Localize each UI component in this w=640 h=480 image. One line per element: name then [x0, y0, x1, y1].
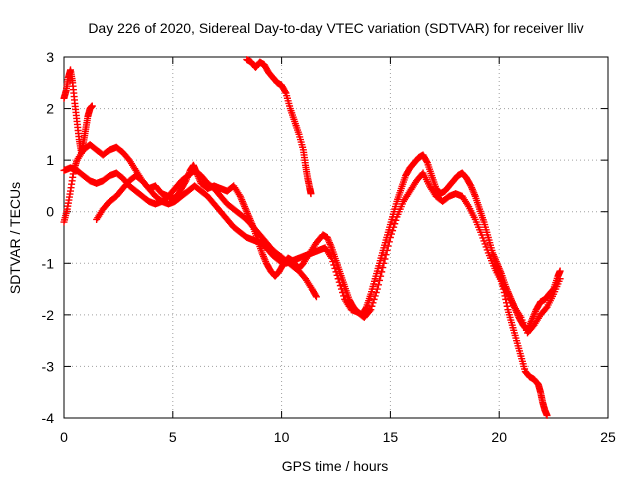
data-point-fill — [376, 276, 384, 284]
y-tick-label: -1 — [42, 255, 55, 271]
data-point-fill — [423, 157, 431, 165]
data-point-fill — [379, 264, 387, 272]
data-point-fill — [368, 302, 376, 310]
plot-area — [60, 56, 609, 419]
y-tick-label: 2 — [46, 101, 54, 117]
x-tick-label: 0 — [60, 429, 68, 445]
data-point-fill — [378, 268, 386, 276]
data-point-fill — [339, 289, 347, 297]
series-track-5 — [60, 66, 96, 156]
data-point-fill — [372, 289, 380, 297]
x-tick-label: 10 — [274, 429, 290, 445]
plot-frame — [63, 56, 609, 419]
data-point — [312, 293, 320, 301]
chart-title: Day 226 of 2020, Sidereal Day-to-day VTE… — [88, 20, 583, 36]
y-tick-label: 0 — [46, 204, 54, 220]
y-tick-label: -4 — [42, 410, 55, 426]
series-track-6 — [491, 259, 551, 419]
data-point — [367, 306, 375, 314]
data-point-fill — [501, 292, 509, 300]
data-point-fill — [389, 227, 397, 235]
data-point-fill — [503, 302, 511, 310]
data-point — [500, 285, 508, 293]
x-tick-labels: 0 5 10 15 20 25 — [60, 429, 616, 445]
series-track-3 — [93, 169, 564, 337]
data-point-fill — [340, 292, 348, 300]
series-track-2 — [60, 164, 320, 301]
data-point — [334, 275, 342, 283]
data-point-fill — [312, 292, 320, 300]
data-point — [556, 275, 564, 283]
data-point-fill — [371, 292, 379, 300]
y-tick-label: -2 — [42, 307, 55, 323]
data-point-fill — [500, 289, 508, 297]
y-axis-label: SDTVAR / TECUs — [7, 182, 23, 294]
data-point — [328, 254, 336, 262]
series-track-4 — [243, 56, 315, 198]
data-point-fill — [381, 255, 389, 263]
y-tick-labels: -4 -3 -2 -1 0 1 2 3 — [42, 49, 55, 426]
axis-ticks — [63, 56, 609, 419]
data-point-fill — [385, 238, 393, 246]
data-point-fill — [332, 268, 340, 276]
data-point-fill — [502, 295, 510, 303]
series-track-1 — [60, 141, 564, 334]
data-point-fill — [377, 272, 385, 280]
data-point-fill — [374, 281, 382, 289]
data-point — [386, 234, 394, 241]
data-point-fill — [331, 264, 339, 272]
data-point-fill — [336, 282, 344, 290]
data-point-fill — [392, 216, 400, 224]
data-point-fill — [369, 299, 377, 307]
data-point-fill — [333, 271, 341, 279]
data-point-fill — [335, 278, 343, 286]
data-point-fill — [330, 261, 338, 269]
data-point — [543, 411, 551, 419]
data-point-fill — [366, 307, 374, 315]
data-point-fill — [387, 230, 395, 238]
data-point-fill — [370, 295, 378, 303]
data-point-fill — [384, 242, 392, 250]
data-point-fill — [362, 304, 370, 312]
data-point — [88, 102, 96, 110]
y-tick-label: 3 — [46, 49, 54, 65]
data-point-fill — [390, 223, 398, 231]
y-tick-label: 1 — [46, 152, 54, 168]
data-point-fill — [337, 285, 345, 293]
data-point-fill — [281, 88, 289, 96]
x-tick-label: 20 — [491, 429, 507, 445]
data-point — [556, 267, 564, 275]
data-series — [60, 56, 564, 419]
y-tick-label: -3 — [42, 358, 55, 374]
data-point-fill — [502, 299, 510, 307]
data-point-fill — [383, 246, 391, 254]
x-tick-label: 25 — [600, 429, 616, 445]
x-tick-label: 5 — [169, 429, 177, 445]
x-tick-label: 15 — [383, 429, 399, 445]
x-axis-label: GPS time / hours — [282, 458, 389, 474]
data-point-fill — [382, 251, 390, 259]
data-point — [307, 190, 315, 198]
data-point — [380, 259, 388, 267]
data-point — [373, 285, 381, 293]
data-point-fill — [329, 258, 337, 266]
data-point-fill — [391, 220, 399, 228]
